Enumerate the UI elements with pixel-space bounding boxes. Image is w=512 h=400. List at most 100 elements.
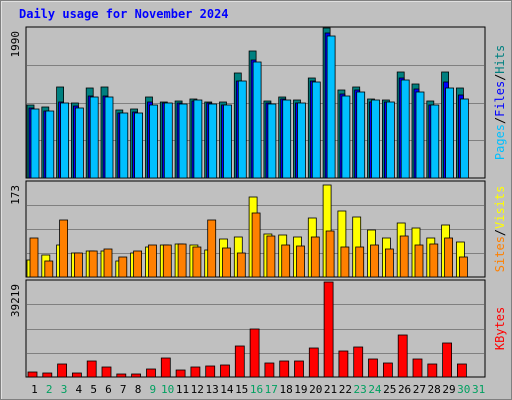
bar-kbytes-day-3 <box>57 363 67 378</box>
bar-pages-day-3 <box>60 102 69 179</box>
bar-sites-day-22 <box>340 246 350 278</box>
bar-sites-day-24 <box>370 244 379 278</box>
bar-kbytes-day-19 <box>294 360 304 378</box>
x-tick-label-day-28: 28 <box>428 383 441 396</box>
bar-pages-day-17 <box>267 103 277 179</box>
bar-pages-day-11 <box>178 103 188 179</box>
bar-pages-day-9 <box>149 104 158 179</box>
bar-sites-day-13 <box>207 219 217 278</box>
x-tick-label-day-3: 3 <box>61 383 68 396</box>
bar-pages-day-27 <box>415 91 425 179</box>
x-tick-label-day-23: 23 <box>354 383 367 396</box>
bar-kbytes-day-24 <box>368 358 378 378</box>
bar-sites-day-21 <box>325 230 335 278</box>
bar-sites-day-2 <box>44 260 54 278</box>
bar-sites-day-12 <box>192 246 202 278</box>
bar-kbytes-day-1 <box>27 371 38 378</box>
bar-pages-day-12 <box>193 99 203 179</box>
bar-sites-day-6 <box>103 248 113 278</box>
legend-hits-files-pages-3: / <box>493 74 507 81</box>
chart-title: Daily usage for November 2024 <box>19 7 229 21</box>
bar-pages-day-23 <box>356 91 366 179</box>
bar-pages-day-20 <box>311 81 321 179</box>
x-tick-label-day-8: 8 <box>135 383 142 396</box>
x-tick-label-day-15: 15 <box>235 383 248 396</box>
bar-kbytes-day-29 <box>442 342 453 378</box>
bar-pages-day-4 <box>75 107 84 179</box>
x-tick-label-day-21: 21 <box>324 383 337 396</box>
x-tick-label-day-11: 11 <box>176 383 189 396</box>
x-tick-label-day-17: 17 <box>265 383 278 396</box>
bar-kbytes-day-5 <box>86 360 97 378</box>
bar-kbytes-day-25 <box>382 362 393 378</box>
bar-kbytes-day-4 <box>72 372 82 378</box>
scale-label-kbytes: 39219 <box>9 284 22 317</box>
bar-sites-day-7 <box>118 256 128 278</box>
bar-sites-day-26 <box>399 235 409 278</box>
bar-pages-day-10 <box>163 102 173 179</box>
bar-kbytes-day-8 <box>131 373 142 378</box>
bar-kbytes-day-15 <box>234 345 245 378</box>
bar-sites-day-1 <box>29 237 39 278</box>
scale-label-visits-sites: 173 <box>9 185 22 205</box>
x-tick-label-day-13: 13 <box>205 383 218 396</box>
bar-pages-day-5 <box>89 96 99 179</box>
x-tick-label-day-18: 18 <box>279 383 292 396</box>
x-tick-label-day-12: 12 <box>191 383 204 396</box>
legend-visits-sites-0: Sites <box>493 236 507 272</box>
bar-sites-day-25 <box>384 248 394 278</box>
bar-sites-day-10 <box>162 244 172 278</box>
bar-sites-day-18 <box>281 244 291 278</box>
legend-visits-sites-1: / <box>493 229 507 236</box>
bar-pages-day-14 <box>223 104 232 179</box>
legend-visits-sites-2: Visits <box>493 186 507 229</box>
bar-kbytes-day-30 <box>456 363 467 378</box>
x-tick-label-day-22: 22 <box>339 383 352 396</box>
x-tick-label-day-9: 9 <box>150 383 157 396</box>
bar-kbytes-day-14 <box>220 364 230 378</box>
bar-sites-day-28 <box>429 243 439 278</box>
x-tick-label-day-30: 30 <box>457 383 470 396</box>
legend-hits-files-pages-4: Hits <box>493 45 507 74</box>
x-tick-label-day-1: 1 <box>31 383 38 396</box>
bar-kbytes-day-2 <box>42 372 53 378</box>
bar-kbytes-day-20 <box>308 347 319 378</box>
bar-pages-day-13 <box>208 103 218 179</box>
scale-label-hits-files-pages: 1990 <box>9 31 22 58</box>
bar-sites-day-15 <box>236 252 246 278</box>
bar-kbytes-day-10 <box>160 357 171 378</box>
x-tick-label-day-25: 25 <box>383 383 396 396</box>
bar-kbytes-day-21 <box>323 281 334 378</box>
bar-kbytes-day-7 <box>116 373 127 378</box>
bar-sites-day-30 <box>458 256 468 278</box>
x-tick-label-day-29: 29 <box>442 383 455 396</box>
bar-sites-day-27 <box>414 244 424 278</box>
bar-kbytes-day-18 <box>279 360 290 378</box>
bar-kbytes-day-27 <box>412 358 423 378</box>
bar-pages-day-19 <box>297 102 306 179</box>
bar-sites-day-16 <box>251 212 261 278</box>
bar-kbytes-day-22 <box>338 350 349 378</box>
legend-hits-files-pages-2: Files <box>493 81 507 117</box>
bar-kbytes-day-16 <box>249 328 260 378</box>
bar-sites-day-19 <box>296 245 305 278</box>
bar-pages-day-22 <box>341 95 351 179</box>
x-tick-label-day-6: 6 <box>105 383 112 396</box>
x-tick-label-day-2: 2 <box>46 383 53 396</box>
bar-kbytes-day-12 <box>190 366 201 378</box>
bar-pages-day-28 <box>430 104 440 179</box>
bar-pages-day-24 <box>371 99 380 179</box>
bar-pages-day-15 <box>237 80 247 179</box>
bar-kbytes-day-9 <box>146 368 156 378</box>
bar-sites-day-9 <box>148 244 157 278</box>
bar-sites-day-23 <box>355 246 365 278</box>
bar-kbytes-day-17 <box>264 362 275 378</box>
bar-kbytes-day-11 <box>175 369 186 378</box>
legend-hits-files-pages-0: Pages <box>493 124 507 160</box>
x-tick-label-day-31: 31 <box>472 383 485 396</box>
bar-pages-day-29 <box>445 87 455 179</box>
bar-kbytes-day-26 <box>397 334 408 378</box>
bar-sites-day-29 <box>444 237 454 278</box>
bar-pages-day-16 <box>252 61 262 179</box>
